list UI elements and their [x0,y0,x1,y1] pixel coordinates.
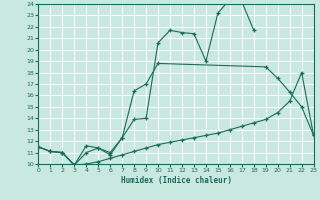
X-axis label: Humidex (Indice chaleur): Humidex (Indice chaleur) [121,176,231,185]
